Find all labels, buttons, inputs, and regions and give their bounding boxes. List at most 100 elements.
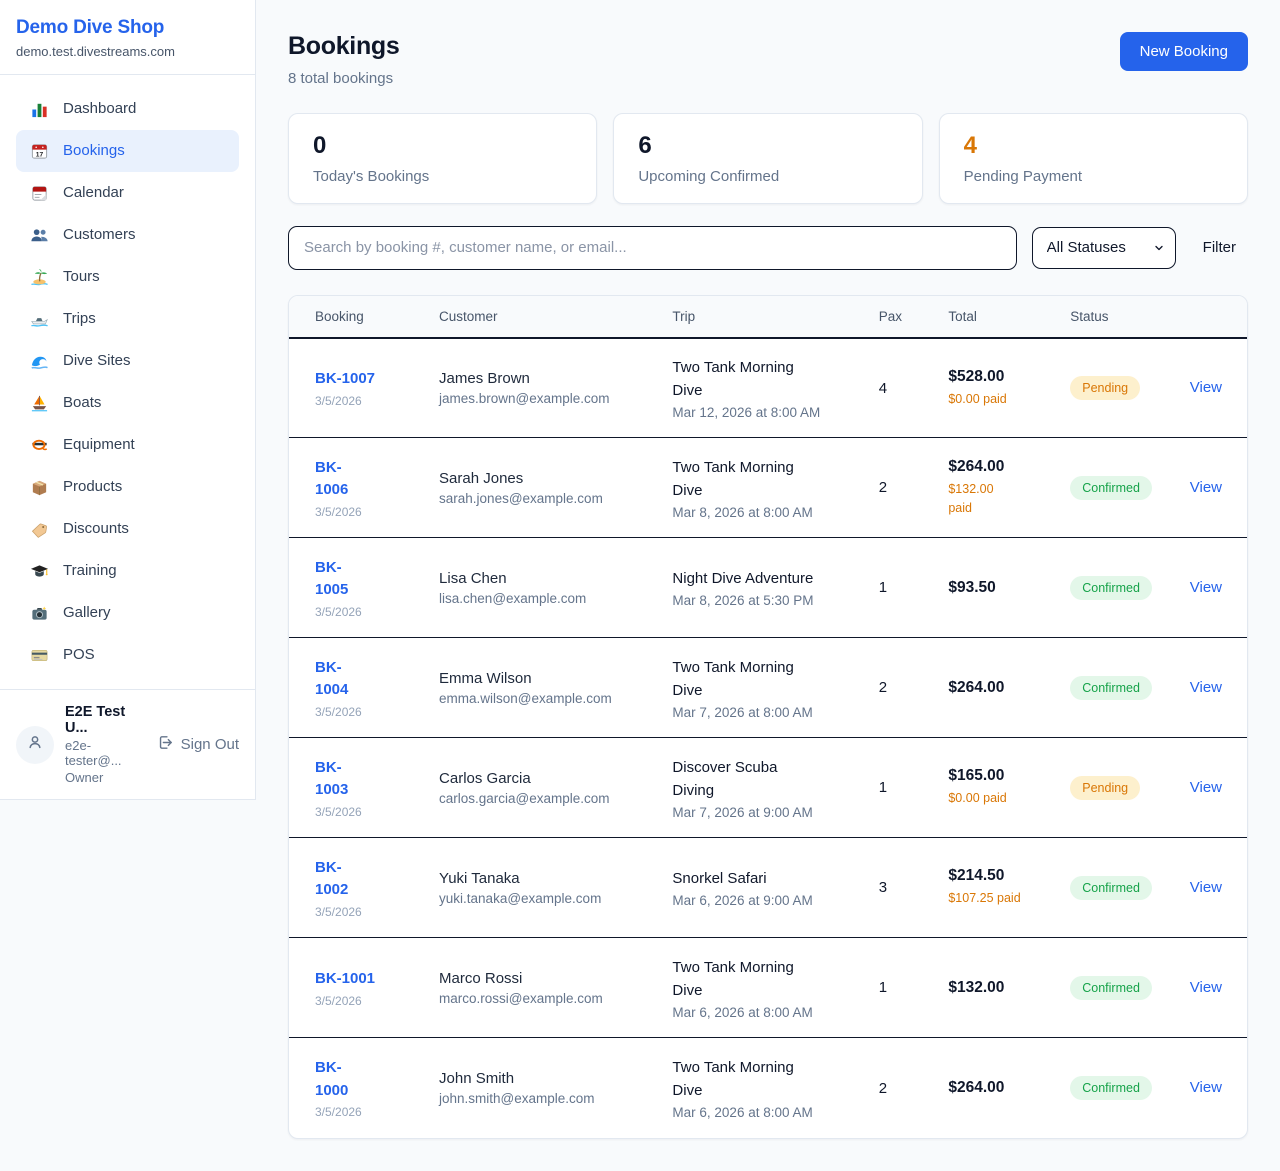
user-role: Owner — [65, 770, 104, 785]
view-link[interactable]: View — [1189, 778, 1222, 796]
view-link[interactable]: View — [1189, 678, 1222, 696]
sidebar-item-label: Boats — [63, 394, 102, 411]
paid-amount: $132.00 paid — [948, 482, 994, 515]
view-link[interactable]: View — [1189, 878, 1222, 896]
new-booking-button[interactable]: New Booking — [1119, 32, 1248, 71]
dive-mask-icon — [30, 436, 49, 455]
status-badge: Confirmed — [1070, 575, 1152, 600]
sidebar-item-label: POS — [63, 646, 95, 663]
booking-link[interactable]: BK- 1002 — [315, 858, 349, 899]
customer-email: sarah.jones@example.com — [439, 490, 603, 506]
booking-date: 3/5/2026 — [315, 804, 362, 819]
status-badge: Pending — [1070, 775, 1141, 800]
customer-name: John Smith — [439, 1070, 515, 1088]
view-link[interactable]: View — [1189, 978, 1222, 996]
customer-name: Lisa Chen — [439, 569, 507, 587]
sidebar-item-dashboard[interactable]: Dashboard — [16, 88, 239, 130]
total-amount: $528.00 — [948, 367, 1005, 385]
col-pax: Pax — [862, 295, 933, 339]
total-amount: $165.00 — [948, 767, 1005, 785]
status-badge: Pending — [1070, 376, 1141, 401]
booking-link[interactable]: BK- 1006 — [315, 458, 349, 499]
sign-out-icon — [157, 734, 174, 755]
col-trip: Trip — [656, 295, 863, 339]
booking-link[interactable]: BK- 1005 — [315, 558, 349, 599]
sidebar-item-dive-sites[interactable]: Dive Sites — [16, 340, 239, 382]
search-input[interactable] — [288, 225, 1017, 270]
trip-name: Discover Scuba Diving — [672, 758, 778, 799]
stat-label: Today's Bookings — [313, 167, 430, 185]
sign-out-button[interactable]: Sign Out — [157, 734, 239, 755]
trip-name: Night Dive Adventure — [672, 570, 814, 588]
view-link[interactable]: View — [1189, 478, 1222, 496]
sidebar-item-bookings[interactable]: 17 Bookings — [16, 130, 239, 172]
package-icon — [30, 478, 49, 497]
booking-date: 3/5/2026 — [315, 504, 362, 519]
page-subtitle: 8 total bookings — [288, 70, 394, 87]
status-select[interactable]: All Statuses — [1031, 226, 1176, 269]
wave-icon — [30, 352, 49, 371]
sidebar-item-pos[interactable]: POS — [16, 634, 239, 676]
sidebar-item-equipment[interactable]: Equipment — [16, 424, 239, 466]
sidebar-item-calendar[interactable]: Calendar — [16, 172, 239, 214]
table-row: BK-1001 3/5/2026 Marco Rossi marco.rossi… — [289, 937, 1247, 1038]
island-icon — [30, 268, 49, 287]
sidebar-item-customers[interactable]: Customers — [16, 214, 239, 256]
page-header: Bookings 8 total bookings New Booking — [288, 32, 1248, 87]
customer-name: Yuki Tanaka — [439, 869, 520, 887]
table-row: BK- 1002 3/5/2026 Yuki Tanaka yuki.tanak… — [289, 837, 1247, 938]
sidebar-nav: Dashboard 17 Bookings Calendar Customers Tour… — [0, 75, 255, 689]
booking-link[interactable]: BK-1007 — [315, 370, 376, 388]
main-content: Bookings 8 total bookings New Booking 0 T… — [256, 0, 1280, 1171]
camera-icon — [30, 604, 49, 623]
trip-name: Two Tank Morning Dive — [672, 458, 794, 499]
customers-icon — [30, 226, 49, 245]
trip-time: Mar 8, 2026 at 5:30 PM — [672, 593, 814, 609]
status-select-wrap: All Statuses — [1031, 226, 1176, 269]
sidebar-item-label: Tours — [63, 268, 100, 285]
svg-text:17: 17 — [36, 151, 44, 158]
customer-email: carlos.garcia@example.com — [439, 790, 610, 806]
dashboard-icon — [30, 100, 49, 119]
sidebar-item-gallery[interactable]: Gallery — [16, 592, 239, 634]
booking-link[interactable]: BK- 1004 — [315, 658, 349, 699]
sidebar-item-label: Trips — [63, 310, 96, 327]
sidebar-item-trips[interactable]: Trips — [16, 298, 239, 340]
sidebar-item-tours[interactable]: Tours — [16, 256, 239, 298]
trip-name: Snorkel Safari — [672, 870, 767, 888]
sidebar-item-label: Dashboard — [63, 100, 137, 117]
sidebar-item-label: Discounts — [63, 520, 129, 537]
view-link[interactable]: View — [1189, 1079, 1222, 1097]
table-row: BK- 1000 3/5/2026 John Smith john.smith@… — [289, 1037, 1247, 1138]
sidebar-item-products[interactable]: Products — [16, 466, 239, 508]
sidebar-item-discounts[interactable]: Discounts — [16, 508, 239, 550]
booking-date: 3/5/2026 — [315, 704, 362, 719]
shop-name: Demo Dive Shop — [16, 17, 165, 38]
sidebar-item-label: Training — [63, 562, 117, 579]
paid-amount: $0.00 paid — [948, 791, 1007, 806]
sidebar-item-boats[interactable]: Boats — [16, 382, 239, 424]
avatar — [16, 725, 54, 764]
calendar-icon — [30, 184, 49, 203]
customer-name: James Brown — [439, 370, 530, 388]
table-row: BK- 1004 3/5/2026 Emma Wilson emma.wilso… — [289, 637, 1247, 738]
view-link[interactable]: View — [1189, 379, 1222, 397]
filter-button[interactable]: Filter — [1191, 231, 1248, 264]
customer-name: Carlos Garcia — [439, 769, 531, 787]
pax-count: 1 — [862, 737, 933, 838]
graduation-cap-icon — [30, 562, 49, 581]
paid-amount: $0.00 paid — [948, 391, 1007, 406]
user-name: E2E Test U... — [65, 704, 126, 736]
page-title: Bookings — [288, 32, 400, 60]
bookings-table-card: Booking Customer Trip Pax Total Status B… — [288, 294, 1248, 1139]
table-row: BK-1007 3/5/2026 James Brown james.brown… — [289, 338, 1247, 438]
booking-link[interactable]: BK-1001 — [315, 970, 376, 988]
booking-link[interactable]: BK- 1000 — [315, 1059, 349, 1099]
col-status: Status — [1054, 295, 1174, 339]
booking-link[interactable]: BK- 1003 — [315, 758, 349, 799]
user-section: E2E Test U... e2e-tester@... Owner Sign … — [0, 689, 255, 799]
view-link[interactable]: View — [1189, 578, 1222, 596]
sidebar-item-training[interactable]: Training — [16, 550, 239, 592]
customer-name: Marco Rossi — [439, 969, 523, 987]
